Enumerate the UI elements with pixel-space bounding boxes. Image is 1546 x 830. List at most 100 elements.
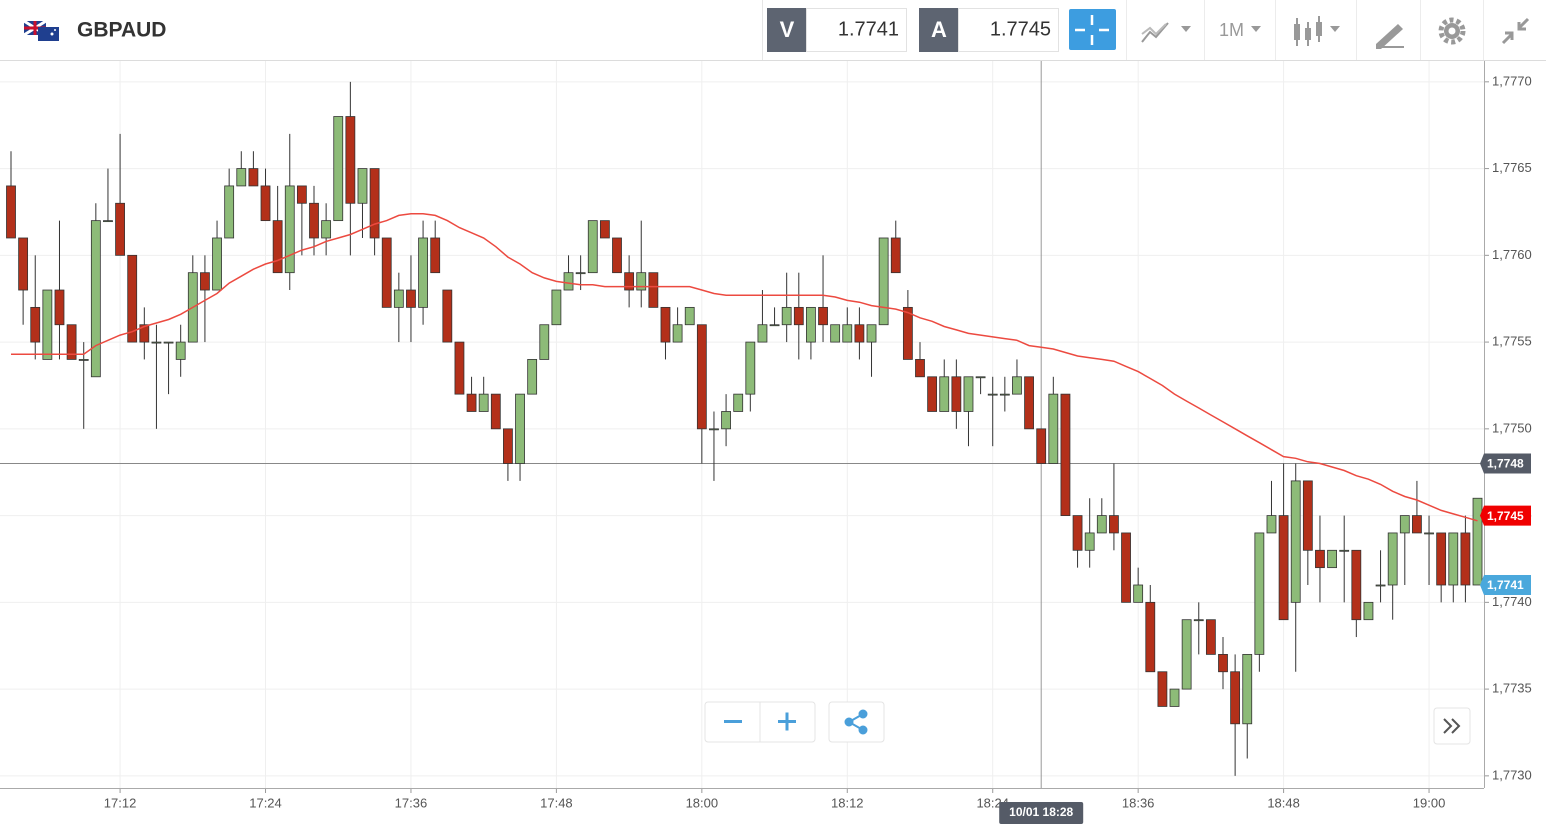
x-tick-label: 18:12 (831, 795, 864, 810)
candle (842, 307, 853, 343)
candle-body (309, 202, 319, 239)
candle-body (563, 272, 574, 291)
candle-body (1315, 549, 1325, 569)
candle-body (333, 116, 344, 222)
candle (1460, 515, 1471, 603)
candle-body (890, 237, 901, 274)
candle-body (1218, 653, 1228, 673)
candle (684, 306, 695, 326)
candle (1399, 515, 1410, 585)
bid-button[interactable] (767, 8, 806, 52)
x-tick-label: 17:24 (249, 795, 282, 810)
candle (1327, 549, 1337, 569)
zoom-out-button[interactable] (724, 720, 742, 723)
candle (757, 290, 768, 343)
candle (1339, 515, 1350, 603)
price-tag (1480, 505, 1531, 526)
candle-body (1230, 671, 1241, 725)
candle (1375, 550, 1386, 603)
candle-body (999, 393, 1010, 396)
candle-body (454, 341, 465, 395)
candle-body (1436, 532, 1447, 586)
candle-body (1290, 480, 1301, 603)
candle-body (963, 376, 974, 412)
candle-body (503, 428, 513, 464)
candle (1193, 602, 1204, 655)
draw-button[interactable] (1376, 24, 1404, 49)
share-icon (844, 709, 868, 735)
candle (999, 376, 1010, 412)
candle-body (709, 428, 719, 431)
candle-body (54, 289, 65, 326)
candle-body (1060, 393, 1071, 516)
candle (1290, 463, 1301, 672)
collapse-button[interactable] (1501, 17, 1530, 45)
candle-style-button[interactable] (1294, 16, 1340, 46)
crosshair-button[interactable] (1069, 9, 1116, 50)
candle-body (781, 306, 792, 326)
candle-body (1387, 532, 1398, 586)
candle (915, 342, 925, 378)
candle-body (1278, 515, 1289, 621)
candle-body (418, 237, 428, 308)
timeframe[interactable]: 1M (1219, 20, 1244, 40)
candle-body (636, 272, 647, 291)
candle (357, 168, 368, 238)
candle-body (345, 116, 356, 204)
candle-body (357, 168, 368, 204)
settings-button[interactable] (1438, 17, 1466, 45)
plot: 1,7730 1,7735 1,7740 1,7745 1,7750 1,7755 1,77… (0, 61, 1532, 824)
chart-type-button[interactable] (1141, 22, 1191, 43)
candle (624, 255, 635, 308)
candle-body (1193, 619, 1204, 622)
candle-body (115, 202, 125, 256)
candle-body (151, 341, 162, 344)
candle-body (1351, 549, 1362, 621)
candle (1436, 532, 1447, 603)
candle-body (1169, 688, 1180, 707)
candle (599, 220, 610, 239)
candle (442, 289, 453, 343)
candle (224, 168, 235, 239)
candle (818, 255, 828, 343)
candle (1157, 671, 1168, 707)
candle-body (478, 393, 489, 412)
candle-body (902, 306, 913, 360)
candle (648, 272, 659, 308)
candle-body (175, 341, 186, 360)
candle (1278, 463, 1289, 621)
candle-body (587, 220, 598, 274)
x-tick-label: 18:00 (686, 795, 719, 810)
candle (1218, 637, 1228, 690)
candle (1181, 619, 1192, 690)
price-tag-label: 1,7748 (1487, 457, 1524, 471)
candle-body (1157, 671, 1168, 707)
candle (781, 272, 792, 343)
candle-body (866, 324, 877, 343)
x-tick-label: 17:12 (104, 795, 137, 810)
candle-body (393, 289, 404, 308)
candle (1363, 601, 1374, 621)
candle (260, 168, 271, 222)
candle (1048, 376, 1059, 464)
y-tick-label: 1,7765 (1492, 160, 1532, 175)
candle (987, 376, 998, 447)
candle (1254, 532, 1265, 672)
bid-value: 1.7741 (838, 18, 899, 40)
candle-body (18, 237, 29, 291)
candle (42, 289, 53, 360)
candle-body (842, 324, 853, 343)
candle (345, 81, 356, 256)
candle-body (490, 393, 501, 430)
candle (78, 342, 89, 429)
ask-button[interactable] (919, 8, 958, 52)
ask-label: A (931, 17, 947, 42)
zoom-in-button[interactable] (778, 712, 796, 731)
share-button[interactable] (828, 701, 885, 743)
candle (406, 255, 416, 343)
candle (878, 237, 889, 326)
candle (1302, 480, 1313, 585)
candle (6, 151, 16, 239)
price-tag-label: 1,7745 (1487, 509, 1524, 523)
